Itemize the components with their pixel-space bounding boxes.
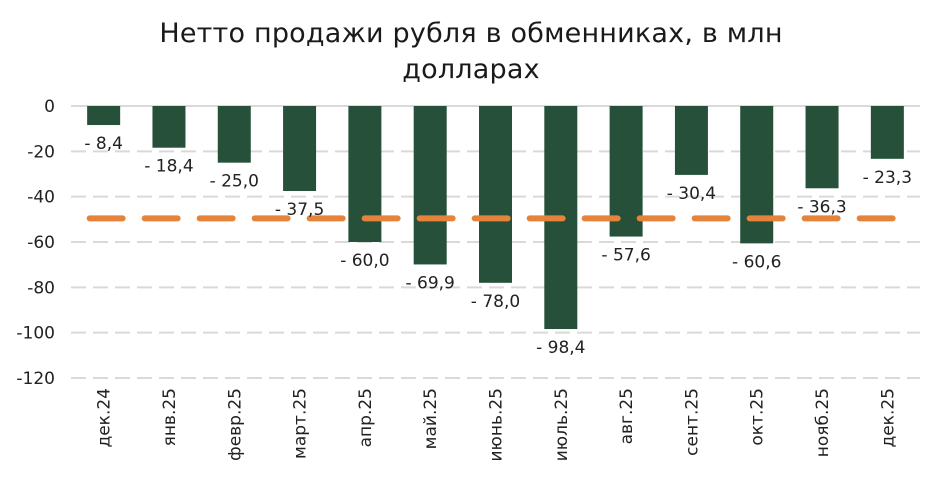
bar	[740, 106, 774, 244]
y-tick-label: -100	[16, 324, 55, 344]
y-tick-label: -120	[16, 369, 55, 389]
x-tick-label: июнь.25	[487, 388, 507, 462]
x-tick-label: окт.25	[748, 388, 768, 446]
bar	[283, 106, 317, 191]
data-label: - 18,4	[144, 157, 193, 177]
bar	[413, 106, 447, 265]
x-tick-label: авг.25	[617, 388, 637, 444]
x-tick-label: нояб.25	[813, 388, 833, 457]
x-tick-label: сент.25	[682, 388, 702, 456]
bar	[609, 106, 643, 237]
bar	[87, 106, 121, 126]
bar	[479, 106, 512, 283]
data-label: - 23,3	[863, 168, 912, 188]
x-tick-label: янв.25	[160, 388, 180, 446]
data-label: - 78,0	[471, 292, 520, 312]
bar	[152, 106, 186, 148]
x-tick-label: февр.25	[225, 388, 245, 461]
bars	[87, 106, 904, 330]
x-tick-label: март.25	[291, 388, 311, 459]
data-label: - 30,4	[667, 184, 716, 204]
data-label: - 36,3	[797, 197, 846, 217]
data-label: - 69,9	[405, 273, 454, 293]
bar	[348, 106, 382, 242]
data-label: - 60,0	[340, 251, 389, 271]
data-label: - 37,5	[275, 200, 324, 220]
y-tick-label: -20	[27, 142, 55, 162]
bar	[217, 106, 251, 163]
data-label: - 57,6	[601, 246, 650, 266]
y-tick-label: -60	[27, 233, 55, 253]
y-tick-label: 0	[44, 97, 55, 117]
x-tick-label: дек.24	[95, 388, 115, 448]
data-label: - 98,4	[536, 338, 585, 358]
y-axis: 0 -20 -40 -60 -80 -100 -120	[16, 97, 55, 389]
x-axis: дек.24 янв.25 февр.25 март.25 апр.25 май.25 ию…	[95, 388, 899, 462]
x-tick-label: май.25	[421, 388, 441, 449]
data-label: - 60,6	[732, 252, 781, 272]
chart-title: Нетто продажи рубля в обменниках, в млн …	[0, 16, 942, 88]
data-labels: - 8,4 - 18,4 - 25,0 - 37,5 - 60,0 - 69,9 - 78,…	[84, 134, 912, 358]
x-tick-label: июль.25	[552, 388, 572, 461]
data-label: - 8,4	[84, 134, 123, 154]
bar	[805, 106, 839, 189]
chart-title-line2: долларах	[402, 54, 540, 85]
bar	[674, 106, 708, 175]
y-tick-label: -80	[27, 278, 55, 298]
y-tick-label: -40	[27, 188, 55, 208]
data-label: - 25,0	[210, 172, 259, 192]
x-tick-label: дек.25	[878, 388, 898, 448]
chart-title-line1: Нетто продажи рубля в обменниках, в млн	[159, 18, 783, 49]
bar	[870, 106, 904, 159]
x-tick-label: апр.25	[356, 388, 376, 447]
